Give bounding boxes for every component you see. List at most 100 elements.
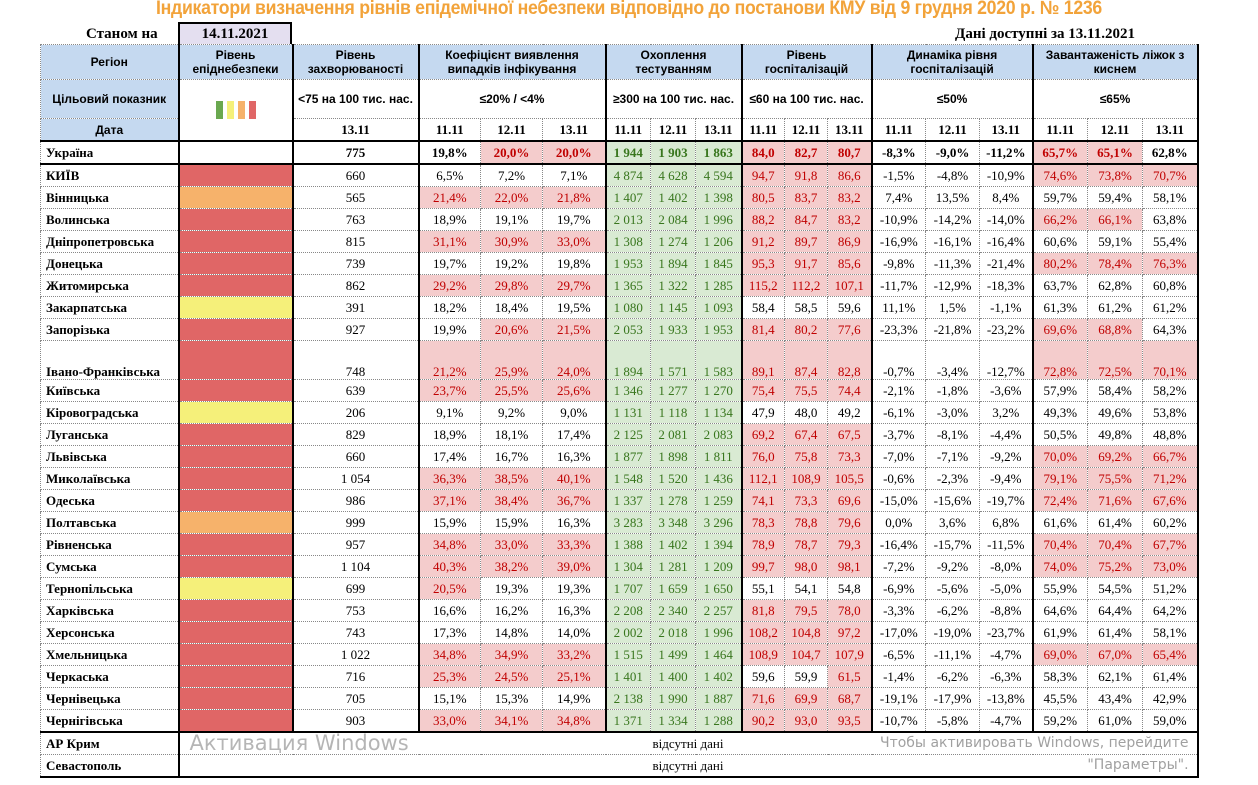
hosp-cell: 86,9 [826, 230, 873, 253]
test-cell: 1 365 [604, 274, 651, 297]
region-name: Полтавська [40, 511, 179, 534]
dyn-cell: -6,5% [870, 643, 927, 666]
dyn-cell: 8,4% [979, 186, 1034, 209]
hosp-cell: 58,4 [740, 296, 785, 319]
test-cell: 1 288 [695, 709, 742, 733]
dyn-cell: -18,3% [979, 274, 1034, 297]
coef-cell: 18,9% [417, 423, 481, 446]
dyn-cell: -9,2% [979, 445, 1034, 468]
hosp-cell: 79,6 [826, 511, 873, 534]
table-row: Сумська 1 104 40,3% 38,2% 39,0% 1 304 1 281 1 2… [40, 555, 1199, 578]
hosp-cell: 49,2 [826, 401, 873, 424]
windows-activation-text: Чтобы активировать Windows, перейдите [879, 735, 1189, 751]
test-cell: 1 118 [650, 401, 696, 424]
hosp-cell: 82,8 [826, 340, 873, 380]
beds-cell: 70,4% [1031, 533, 1089, 556]
hosp-cell: 91,7 [784, 252, 828, 275]
coef-cell: 39,0% [542, 555, 606, 578]
dyn-cell: -3,3% [870, 599, 927, 622]
epidemic-level-cell [177, 643, 293, 666]
test-cell: 1 548 [604, 467, 651, 490]
hosp-cell: 83,7 [784, 186, 828, 209]
epidemic-level-cell [177, 296, 293, 319]
table-row: Миколаївська 1 054 36,3% 38,5% 40,1% 1 548 1 5… [40, 467, 1199, 490]
epidemic-level-cell [177, 208, 293, 231]
missing-data-cell: відсутні дані Активация Windows Чтобы акти… [177, 731, 1199, 755]
incidence-cell: 660 [291, 445, 419, 468]
dyn-cell: -0,6% [870, 467, 927, 490]
hosp-cell: 105,5 [826, 467, 873, 490]
test-cell: 1 308 [604, 230, 651, 253]
missing-data-text: відсутні дані [652, 757, 724, 773]
hosp-cell: 84,7 [784, 208, 828, 231]
date-beds-0: 11.11 [1031, 118, 1089, 142]
test-cell: 1 346 [604, 379, 651, 402]
beds-cell: 61,3% [1031, 296, 1089, 319]
test-cell: 1 933 [650, 318, 696, 341]
beds-cell: 62,8% [1087, 274, 1144, 297]
coef-cell: 25,3% [417, 665, 481, 688]
coef-cell: 18,2% [417, 296, 481, 319]
beds-cell: 74,6% [1031, 163, 1089, 187]
dyn-cell: -16,4% [979, 230, 1034, 253]
beds-cell: 78,4% [1087, 252, 1144, 275]
table-row: Одеська 986 37,1% 38,4% 36,7% 1 337 1 278 1 259… [40, 489, 1199, 512]
hosp-cell: 78,0 [826, 599, 873, 622]
dyn-cell: -7,2% [870, 555, 927, 578]
beds-cell: 70,0% [1031, 445, 1089, 468]
incidence-cell: 903 [291, 709, 419, 733]
coef-cell: 9,0% [542, 401, 606, 424]
test-cell: 1 953 [695, 318, 742, 341]
test-cell: 1 134 [695, 401, 742, 424]
hosp-cell: 98,1 [826, 555, 873, 578]
table-row: КИЇВ 660 6,5% 7,2% 7,1% 4 874 4 628 4 594 94,7 91… [40, 163, 1199, 187]
header-incidence: Рівень захворюваності [291, 44, 419, 80]
incidence-cell: 206 [291, 401, 419, 424]
dyn-cell: -2,3% [925, 467, 981, 490]
epidemic-level-cell [177, 687, 293, 710]
dyn-cell: -8,3% [870, 140, 927, 165]
coef-cell: 40,1% [542, 467, 606, 490]
hosp-cell: 67,5 [826, 423, 873, 446]
coef-cell: 25,5% [480, 379, 543, 402]
hosp-cell: 94,7 [740, 163, 785, 187]
windows-activation-link[interactable]: "Параметры". [1087, 757, 1189, 773]
hosp-cell: 89,1 [740, 340, 785, 380]
coef-cell: 15,1% [417, 687, 481, 710]
hosp-cell: 108,2 [740, 621, 785, 644]
yellow-swatch [226, 101, 234, 119]
table-row: Херсонська 743 17,3% 14,8% 14,0% 2 002 2 018 1 … [40, 621, 1199, 644]
table-row: Волинська 763 18,9% 19,1% 19,7% 2 013 2 084 1 9… [40, 208, 1199, 231]
as-of-label: Станом на [86, 26, 158, 42]
date-incidence: 13.11 [291, 118, 419, 142]
region-name: Хмельницька [40, 643, 179, 666]
dyn-cell: -1,5% [870, 163, 927, 187]
target-hosp: ≤60 на 100 тис. нас. [740, 79, 873, 119]
date-coef-1: 12.11 [480, 118, 543, 142]
hosp-cell: 76,0 [740, 445, 785, 468]
beds-cell: 70,1% [1142, 340, 1199, 380]
hosp-cell: 55,1 [740, 577, 785, 600]
test-cell: 1 093 [695, 296, 742, 319]
table-row: Тернопільська 699 20,5% 19,3% 19,3% 1 707 1 65… [40, 577, 1199, 600]
incidence-cell: 815 [291, 230, 419, 253]
dyn-cell: -14,2% [925, 208, 981, 231]
hosp-cell: 80,2 [784, 318, 828, 341]
target-incidence: <75 на 100 тис. нас. [291, 79, 419, 119]
dyn-cell: -11,5% [979, 533, 1034, 556]
dyn-cell: -23,3% [870, 318, 927, 341]
coef-cell: 16,3% [542, 445, 606, 468]
hosp-cell: 107,9 [826, 643, 873, 666]
beds-cell: 79,1% [1031, 467, 1089, 490]
dyn-cell: -3,7% [870, 423, 927, 446]
target-row: Цільовий показник <75 на 100 тис. нас. ≤… [40, 79, 1199, 142]
beds-cell: 64,6% [1031, 599, 1089, 622]
coef-cell: 18,4% [480, 296, 543, 319]
incidence-cell: 716 [291, 665, 419, 688]
test-cell: 2 013 [604, 208, 651, 231]
orange-swatch [237, 101, 245, 119]
region-name: Вінницька [40, 186, 179, 209]
header-region: Регіон [40, 44, 179, 80]
dates-row: Дата 13.11 11.11 12.11 13.11 11.11 12.11 13.1… [40, 118, 1199, 142]
dyn-cell: -21,8% [925, 318, 981, 341]
